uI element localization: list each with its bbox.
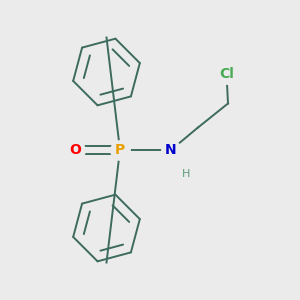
Text: H: H xyxy=(182,169,190,179)
Text: Cl: Cl xyxy=(219,67,234,80)
Text: O: O xyxy=(69,143,81,157)
Text: P: P xyxy=(115,143,125,157)
Text: N: N xyxy=(165,143,177,157)
